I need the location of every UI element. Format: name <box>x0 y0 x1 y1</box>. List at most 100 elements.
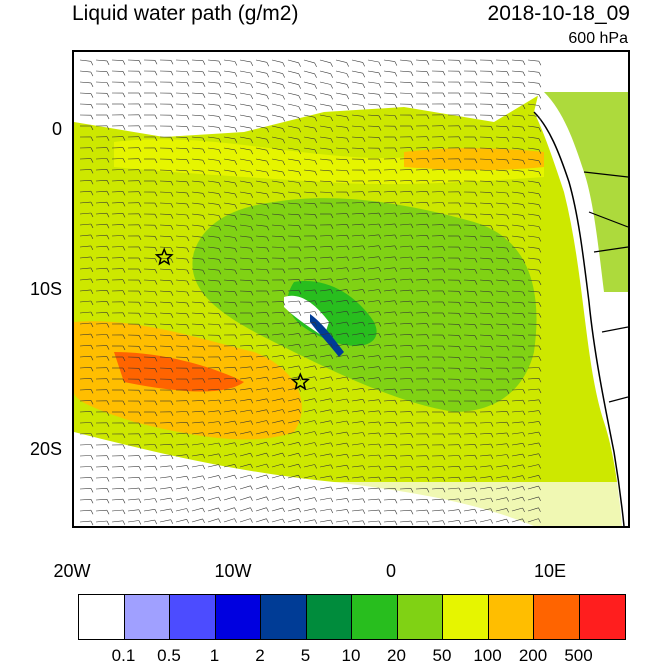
wind-barb-tick <box>250 94 254 100</box>
wind-barb <box>79 245 91 248</box>
wind-barb-tick <box>410 278 414 284</box>
wind-barb-tick <box>394 311 398 316</box>
wind-barb-tick <box>426 466 430 471</box>
wind-barb <box>527 518 539 523</box>
wind-barb-tick <box>298 193 302 198</box>
wind-barb-tick <box>154 258 158 263</box>
wind-barb-tick <box>154 487 158 492</box>
wind-barb <box>351 103 363 106</box>
wind-barb <box>255 136 267 140</box>
wind-barb <box>143 487 155 490</box>
wind-barb <box>495 290 508 293</box>
wind-barb <box>95 158 108 160</box>
wind-barb <box>351 388 363 391</box>
wind-barb-tick <box>314 475 317 480</box>
wind-barb-tick <box>186 214 190 220</box>
wind-barb <box>335 92 347 96</box>
wind-barb <box>159 465 171 468</box>
wind-barb-tick <box>330 442 334 447</box>
wind-barb-tick <box>474 433 478 438</box>
wind-barb <box>271 92 283 96</box>
wind-barb-tick <box>506 475 510 481</box>
wind-barb <box>255 59 267 63</box>
wind-barb-tick <box>298 398 301 403</box>
wind-barb <box>111 59 124 61</box>
wind-barb-tick <box>474 192 478 197</box>
wind-barb-tick <box>250 377 254 382</box>
wind-barb-tick <box>186 236 190 242</box>
wind-barb <box>319 136 331 139</box>
wind-barb <box>479 443 492 446</box>
wind-barb-tick <box>106 268 110 273</box>
wind-barb <box>383 190 396 193</box>
wind-barb-tick <box>410 289 414 295</box>
wind-barb <box>415 235 428 237</box>
wind-barb <box>495 125 508 127</box>
wind-barb-tick <box>330 256 334 262</box>
wind-barb-tick <box>106 169 110 174</box>
wind-barb-tick <box>426 433 430 438</box>
wind-barb <box>127 477 140 479</box>
wind-barb <box>367 366 379 369</box>
wind-barb <box>223 213 235 216</box>
wind-barb-tick <box>378 377 382 382</box>
wind-barb-tick <box>426 169 430 174</box>
wind-barb-tick <box>90 455 94 460</box>
wind-barb <box>415 180 428 182</box>
wind-barb-tick <box>106 477 110 482</box>
wind-barb <box>415 499 428 501</box>
wind-barb <box>399 400 412 402</box>
wind-barb-tick <box>170 280 174 285</box>
wind-barb <box>271 474 283 479</box>
wind-barb <box>431 59 444 61</box>
wind-barb <box>223 496 235 501</box>
wind-barb-tick <box>330 519 334 525</box>
wind-barb-tick <box>442 290 446 296</box>
wind-barb <box>95 256 108 259</box>
wind-barb <box>79 520 92 523</box>
wind-barb-tick <box>170 302 174 307</box>
wind-barb <box>527 312 540 314</box>
wind-barb-tick <box>522 115 526 121</box>
wind-barb-tick <box>474 422 478 427</box>
wind-barb-tick <box>490 214 494 219</box>
wind-barb <box>511 191 523 194</box>
wind-barb-tick <box>362 169 366 175</box>
wind-barb <box>399 180 412 182</box>
wind-barb-tick <box>218 204 222 209</box>
wind-barb <box>351 256 363 259</box>
wind-barb <box>527 268 539 271</box>
wind-barb <box>79 355 92 358</box>
wind-barb <box>287 431 299 435</box>
wind-barb-tick <box>218 302 222 307</box>
wind-barb-tick <box>330 213 334 219</box>
wind-barb <box>335 256 347 259</box>
wind-barb-tick <box>442 224 446 229</box>
wind-barb <box>143 455 156 457</box>
wind-barb <box>527 464 539 468</box>
wind-barb-tick <box>218 464 221 469</box>
wind-barb-tick <box>458 246 462 252</box>
wind-barb-tick <box>410 158 414 163</box>
wind-barb <box>255 268 268 270</box>
wind-barb-tick <box>138 224 142 229</box>
wind-barb-tick <box>202 518 205 524</box>
wind-barb-tick <box>122 202 126 207</box>
wind-barb-tick <box>122 60 126 65</box>
wind-barb-tick <box>138 246 142 252</box>
wind-barb-tick <box>474 390 478 395</box>
wind-barb-tick <box>314 203 318 208</box>
lat-label-0: 0 <box>51 119 62 139</box>
wind-barb <box>175 103 188 105</box>
wind-barb <box>367 103 379 106</box>
wind-barb <box>207 246 219 249</box>
wind-barb-tick <box>330 278 334 283</box>
wind-barb-tick <box>122 323 126 329</box>
wind-barb-tick <box>410 466 414 471</box>
wind-barb-tick <box>218 127 222 132</box>
wind-barb <box>511 257 523 260</box>
wind-barb <box>527 125 539 128</box>
wind-barb <box>255 213 267 216</box>
wind-barb <box>479 257 492 260</box>
wind-barb <box>191 59 204 61</box>
